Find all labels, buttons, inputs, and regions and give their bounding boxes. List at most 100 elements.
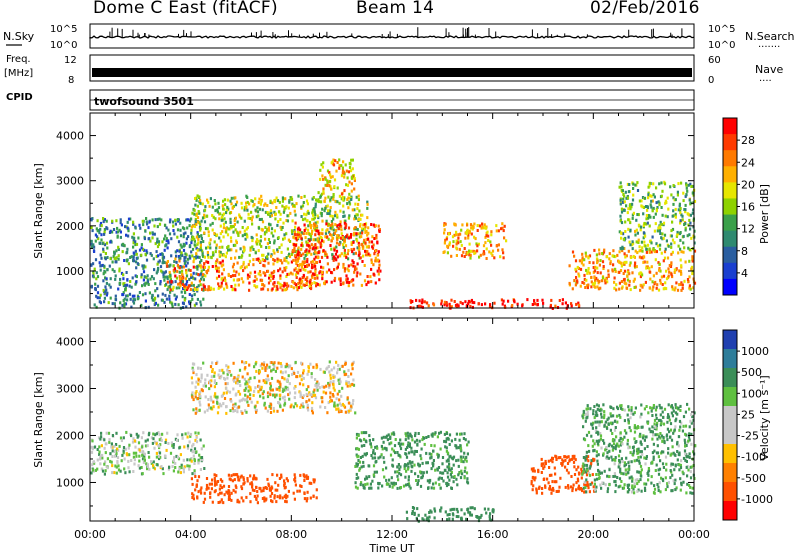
echo-cell [356,486,359,490]
echo-cell [460,458,463,462]
echo-cell [157,240,161,244]
echo-cell [101,456,104,460]
echo-cell [337,363,340,367]
echo-cell [330,247,333,251]
echo-cell [300,196,303,199]
echo-cell [106,246,109,250]
echo-cell [177,282,180,286]
echo-cell [199,303,203,307]
echo-cell [330,368,333,372]
echo-cell [357,434,360,437]
echo-cell [199,394,202,398]
echo-cell [295,202,298,206]
echo-cell [285,477,288,481]
echo-cell [693,199,697,203]
echo-cell [422,471,425,475]
echo-cell [684,194,687,198]
echo-cell [101,453,104,457]
echo-cell [265,381,268,385]
echo-cell [304,236,307,240]
echo-cell [111,471,114,475]
echo-cell [648,270,651,274]
echo-cell [208,406,211,410]
echo-cell [365,245,368,249]
echo-cell [328,212,331,216]
echo-cell [150,461,153,465]
echo-cell [140,466,143,469]
echo-cell [234,216,237,220]
echo-cell [199,300,202,304]
echo-cell [633,255,636,259]
echo-cell [308,239,311,243]
echo-cell [296,489,299,493]
echo-cell [648,249,651,253]
echo-cell [639,432,642,436]
echo-cell [199,456,202,460]
echo-cell [263,496,266,500]
echo-cell [178,259,181,263]
echo-cell [132,470,135,473]
echo-cell [346,277,349,281]
echo-cell [157,294,160,298]
echo-cell [670,242,673,246]
echo-cell [251,488,254,492]
echo-cell [656,283,659,287]
echo-cell [587,483,590,487]
echo-cell [199,488,202,492]
echo-cell [339,277,342,281]
echo-cell [252,474,256,478]
echo-cell [116,230,120,234]
echo-cell [502,229,505,233]
echo-cell [679,211,682,215]
echo-cell [639,275,642,279]
echo-cell [98,450,101,454]
echo-cell [281,204,284,208]
echo-cell [456,507,459,511]
echo-cell [185,271,188,275]
echo-cell [270,271,273,275]
echo-cell [200,456,204,459]
echo-cell [476,244,479,248]
echo-cell [105,277,108,281]
echo-cell [591,282,594,286]
echo-cell [348,214,351,218]
echo-cell [366,202,369,206]
echo-cell [668,430,671,434]
echo-cell [186,446,190,450]
echo-cell [105,293,108,297]
echo-cell [476,229,479,232]
echo-cell [362,254,365,258]
echo-cell [673,428,676,432]
echo-cell [639,434,642,438]
echo-cell [276,250,279,253]
echo-cell [596,420,599,424]
echo-cell [326,262,329,266]
echo-cell [332,379,335,383]
echo-cell [237,272,241,276]
echo-cell [350,405,353,409]
echo-cell [279,405,282,409]
echo-cell [372,223,375,227]
echo-cell [642,283,645,287]
echo-cell [220,277,223,281]
echo-cell [347,249,350,252]
echo-cell [314,250,317,254]
echo-cell [329,244,332,247]
echo-cell [650,265,653,269]
echo-cell [211,368,214,371]
echo-cell [293,396,296,400]
echo-cell [344,372,348,376]
echo-cell [322,266,325,270]
echo-cell [353,179,356,182]
echo-cell [338,382,341,385]
echo-cell [593,282,596,286]
echo-cell [127,229,130,233]
echo-cell [352,360,355,364]
echo-cell [164,234,167,238]
echo-cell [174,297,177,301]
echo-cell [580,261,583,265]
echo-cell [109,285,112,289]
echo-cell [165,226,168,230]
echo-cell [206,485,209,489]
echo-cell [194,385,197,389]
